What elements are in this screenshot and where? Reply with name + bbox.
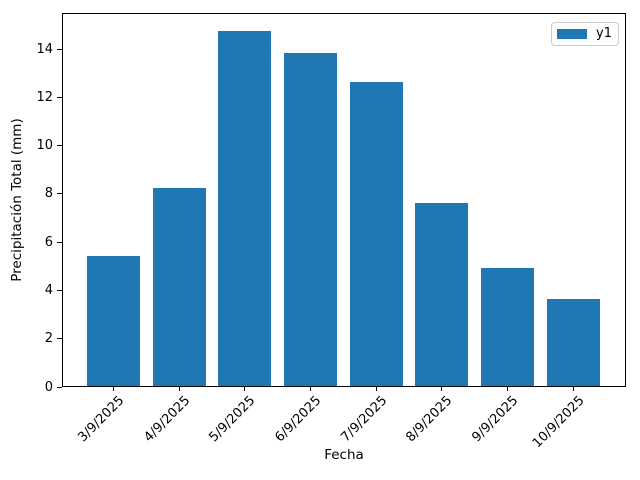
- x-tick-label: 5/9/2025: [206, 393, 259, 446]
- y-tick-label: 2: [44, 331, 53, 347]
- x-tick-label: 3/9/2025: [75, 393, 128, 446]
- legend-entry-label: y1: [596, 26, 612, 41]
- x-tick-label: 8/9/2025: [403, 393, 456, 446]
- x-tick-label: 6/9/2025: [272, 393, 325, 446]
- x-tick-mark: [507, 387, 509, 391]
- y-tick-label: 10: [36, 138, 53, 154]
- y-tick-mark: [57, 145, 62, 147]
- bar-4-9-2025: [152, 188, 206, 386]
- y-tick-label: 8: [44, 186, 53, 202]
- x-axis-label: Fecha: [324, 447, 364, 463]
- y-tick-label: 14: [36, 41, 53, 57]
- y-tick-mark: [57, 48, 62, 50]
- x-tick-mark: [441, 387, 443, 391]
- bar-6-9-2025: [283, 53, 337, 386]
- bar-7-9-2025: [349, 81, 403, 386]
- y-tick-mark: [57, 338, 62, 340]
- x-tick-mark: [572, 387, 574, 391]
- x-tick-mark: [178, 387, 180, 391]
- plot-area: [62, 13, 626, 387]
- x-tick-mark: [309, 387, 311, 391]
- bar-10-9-2025: [546, 299, 600, 386]
- bar-9-9-2025: [481, 267, 535, 386]
- x-tick-label: 4/9/2025: [141, 393, 193, 446]
- y-tick-mark: [57, 386, 62, 388]
- legend-swatch-icon: [557, 29, 587, 39]
- x-tick-label: 9/9/2025: [469, 393, 522, 446]
- bar-8-9-2025: [415, 202, 469, 386]
- y-tick-mark: [57, 193, 62, 195]
- legend: y1: [551, 22, 619, 46]
- y-tick-label: 6: [44, 234, 53, 250]
- bar-5-9-2025: [218, 31, 272, 386]
- y-tick-mark: [57, 96, 62, 98]
- x-tick-mark: [244, 387, 246, 391]
- y-tick-label: 0: [44, 379, 53, 395]
- x-tick-label: 10/9/2025: [529, 393, 588, 452]
- x-tick-label: 7/9/2025: [338, 393, 391, 446]
- y-tick-label: 4: [44, 282, 53, 298]
- x-tick-mark: [112, 387, 114, 391]
- x-tick-mark: [375, 387, 377, 391]
- y-tick-mark: [57, 241, 62, 243]
- y-tick-label: 12: [36, 89, 53, 105]
- y-tick-mark: [57, 289, 62, 291]
- bar-3-9-2025: [86, 255, 140, 386]
